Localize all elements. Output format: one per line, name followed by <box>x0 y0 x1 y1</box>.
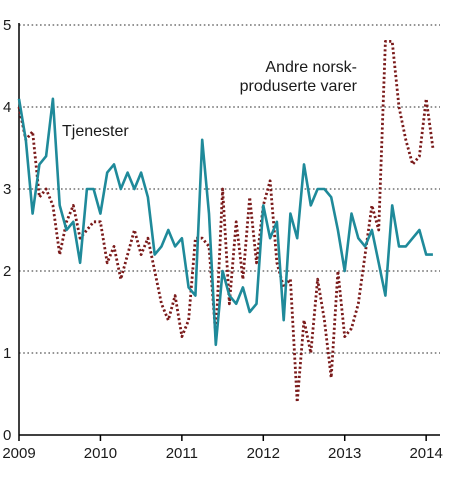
x-tick-label: 2012 <box>247 445 280 462</box>
x-tick-label: 2013 <box>328 445 361 462</box>
x-tick-label: 2011 <box>166 445 198 462</box>
grid-lines <box>19 24 440 354</box>
series-label: produserte varer <box>240 78 358 95</box>
y-tick-label: 2 <box>3 263 11 280</box>
x-axis-tick-labels: 2009 2010 2011 2012 2013 2014 <box>2 435 443 462</box>
y-axis-tick-labels: 0 1 2 3 4 5 <box>3 17 11 444</box>
y-tick-label: 1 <box>3 345 11 362</box>
y-tick-label: 5 <box>3 17 11 34</box>
y-tick-label: 4 <box>3 99 11 116</box>
axes <box>18 23 440 436</box>
series-label: Tjenester <box>62 123 129 140</box>
x-tick-label: 2009 <box>2 445 35 462</box>
x-tick-label: 2010 <box>84 445 117 462</box>
series-line-tjenester <box>17 97 433 347</box>
series-labels: Tjenester Andre norsk-produserte varer <box>62 59 358 140</box>
y-tick-label: 0 <box>3 427 11 444</box>
series-label: Andre norsk- <box>265 59 357 76</box>
series-line-andre-norskproduserte-varer <box>17 40 435 404</box>
y-tick-label: 3 <box>3 181 11 198</box>
series-lines <box>17 40 435 404</box>
x-tick-label: 2014 <box>409 445 442 462</box>
